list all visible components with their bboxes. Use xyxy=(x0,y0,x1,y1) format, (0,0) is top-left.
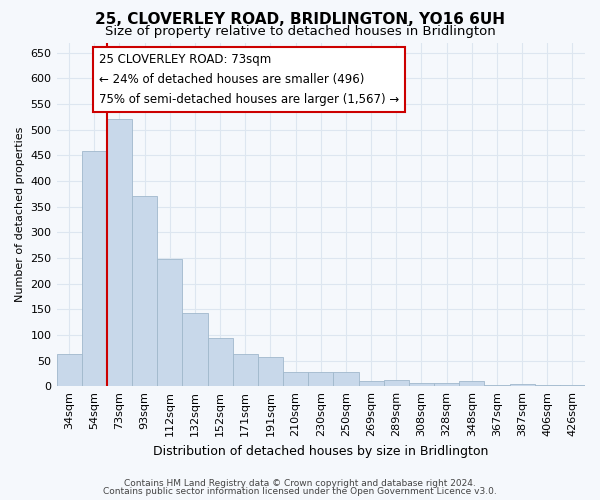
Bar xyxy=(383,380,409,386)
Bar xyxy=(132,196,157,386)
Bar xyxy=(157,259,182,386)
Text: Contains HM Land Registry data © Crown copyright and database right 2024.: Contains HM Land Registry data © Crown c… xyxy=(124,478,476,488)
Y-axis label: Number of detached properties: Number of detached properties xyxy=(15,126,25,302)
Text: 25, CLOVERLEY ROAD, BRIDLINGTON, YO16 6UH: 25, CLOVERLEY ROAD, BRIDLINGTON, YO16 6U… xyxy=(95,12,505,28)
Bar xyxy=(359,380,383,386)
Bar xyxy=(283,372,308,386)
Bar xyxy=(459,381,484,386)
Bar xyxy=(409,382,434,386)
Bar xyxy=(182,313,208,386)
Bar xyxy=(308,372,334,386)
Bar xyxy=(258,357,283,386)
Bar xyxy=(560,384,585,386)
Bar xyxy=(208,338,233,386)
Bar xyxy=(107,120,132,386)
Bar xyxy=(334,372,359,386)
X-axis label: Distribution of detached houses by size in Bridlington: Distribution of detached houses by size … xyxy=(153,444,488,458)
Bar xyxy=(484,384,509,386)
Bar xyxy=(56,354,82,386)
Text: Contains public sector information licensed under the Open Government Licence v3: Contains public sector information licen… xyxy=(103,487,497,496)
Bar xyxy=(233,354,258,386)
Bar xyxy=(535,384,560,386)
Text: Size of property relative to detached houses in Bridlington: Size of property relative to detached ho… xyxy=(104,25,496,38)
Bar xyxy=(509,384,535,386)
Bar xyxy=(434,382,459,386)
Bar xyxy=(82,151,107,386)
Text: 25 CLOVERLEY ROAD: 73sqm
← 24% of detached houses are smaller (496)
75% of semi-: 25 CLOVERLEY ROAD: 73sqm ← 24% of detach… xyxy=(99,53,399,106)
